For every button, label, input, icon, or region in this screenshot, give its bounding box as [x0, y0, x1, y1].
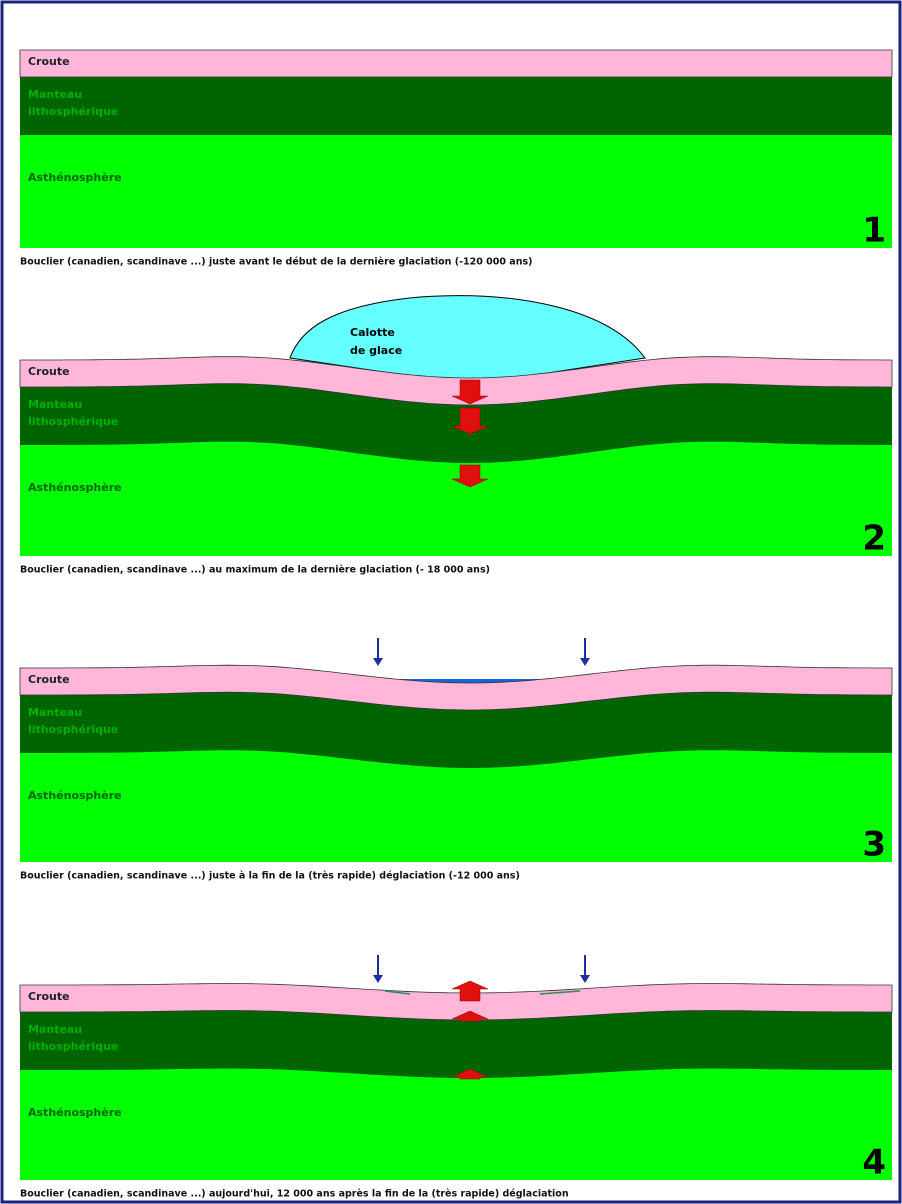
caption: Bouclier (canadien, scandinave ...) au m…	[20, 565, 490, 576]
caption: Bouclier (canadien, scandinave ...) just…	[20, 257, 532, 268]
mantle-label: lithosphérique	[28, 415, 118, 428]
asthenosphere-label: Asthénosphère	[28, 789, 122, 802]
asthenosphere-label: Asthénosphère	[28, 1106, 122, 1119]
mantle-label: Manteau	[28, 706, 82, 719]
mantle-label: Manteau	[28, 1023, 82, 1036]
crust-label: Croute	[28, 990, 70, 1003]
crust-label: Croute	[28, 365, 70, 378]
caption: Bouclier (canadien, scandinave ...) just…	[20, 871, 520, 882]
mantle-label: Manteau	[28, 398, 82, 411]
diagram: Croute Manteau lithosphérique Asthénosphère…	[0, 0, 902, 1204]
crust-label: Croute	[28, 55, 70, 68]
mantle	[20, 76, 892, 135]
crust-label: Croute	[28, 673, 70, 686]
mantle-label: lithosphérique	[28, 723, 118, 736]
asthenosphere	[20, 130, 892, 248]
asthenosphere	[20, 1064, 892, 1181]
mantle-label: lithosphérique	[28, 1040, 118, 1053]
mantle-label: lithosphérique	[28, 105, 118, 118]
asthenosphere-label: Asthénosphère	[28, 481, 122, 494]
ice-label: de glace	[350, 344, 402, 357]
asthenosphere-label: Asthénosphère	[28, 171, 122, 184]
mantle-label: Manteau	[28, 88, 82, 101]
panel-number: 2	[862, 519, 886, 559]
ice-label: Calotte	[350, 326, 395, 339]
caption: Bouclier (canadien, scandinave ...) aujo…	[20, 1189, 569, 1200]
crust	[20, 50, 892, 77]
panel-number: 1	[862, 211, 886, 251]
panel-number: 3	[862, 825, 886, 865]
panel-number: 4	[862, 1143, 886, 1183]
